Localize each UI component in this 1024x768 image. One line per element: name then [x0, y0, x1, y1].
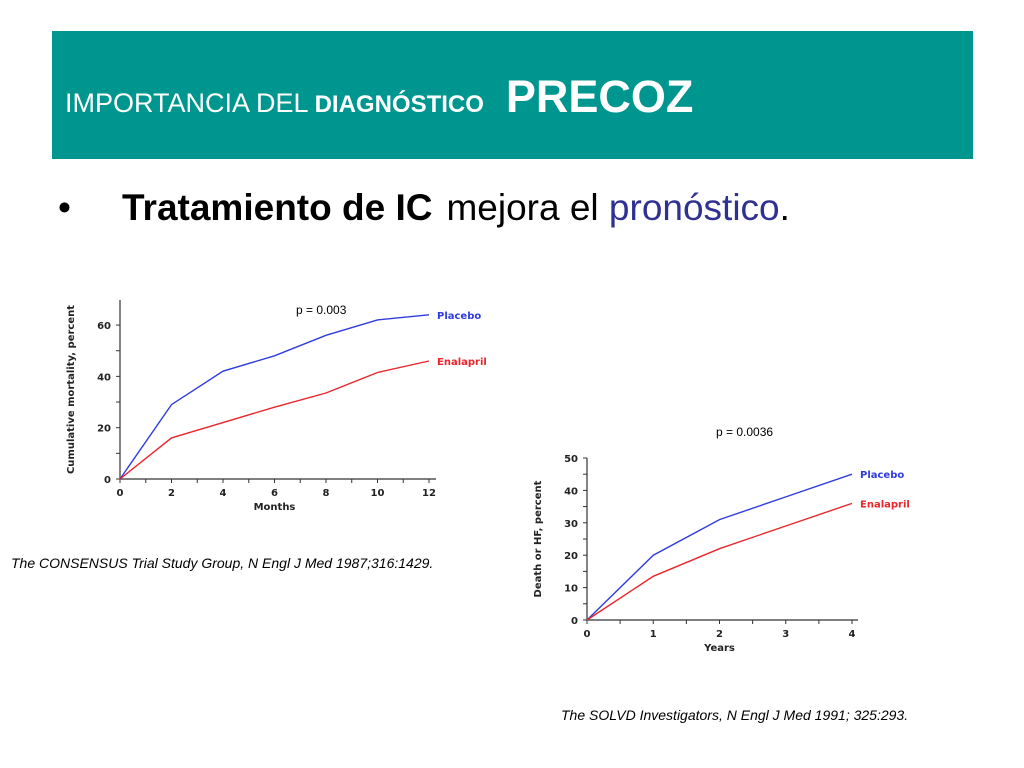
- title-part-3: PRECOZ: [505, 71, 694, 122]
- enalapril-series-line: [119, 360, 430, 480]
- x-tick-label: 1: [650, 629, 657, 640]
- y-axis-label: Death or HF, percent: [533, 480, 544, 597]
- title-bar: IMPORTANCIA DEL DIAGNÓSTICO PRECOZ: [52, 31, 973, 159]
- x-tick-label: 6: [271, 488, 278, 499]
- y-tick-label: 50: [564, 454, 578, 465]
- consensus-citation: The CONSENSUS Trial Study Group, N Engl …: [11, 555, 434, 571]
- bullet-point: • Tratamiento de IC mejora el pronóstico.: [58, 187, 790, 229]
- enalapril-legend-label: Enalapril: [860, 499, 910, 510]
- x-tick-label: 8: [323, 488, 330, 499]
- x-axis-label: Years: [703, 643, 735, 654]
- solvd-citation: The SOLVD Investigators, N Engl J Med 19…: [561, 707, 909, 723]
- bullet-highlight-text: pronóstico: [608, 187, 780, 228]
- bullet-bold-text: Tratamiento de IC: [122, 187, 433, 228]
- y-tick-label: 0: [104, 475, 111, 486]
- slide-title: IMPORTANCIA DEL DIAGNÓSTICO PRECOZ: [65, 71, 693, 123]
- placebo-legend-label: Placebo: [860, 470, 904, 481]
- placebo-series-line: [119, 314, 430, 480]
- consensus-p-value: p = 0.003: [296, 303, 347, 317]
- x-tick-label: 12: [422, 488, 436, 499]
- title-part-1: IMPORTANCIA DEL: [65, 88, 309, 118]
- bullet-normal-text: mejora el: [446, 187, 599, 228]
- title-part-2: DIAGNÓSTICO: [314, 91, 484, 118]
- y-tick-label: 60: [97, 321, 111, 332]
- x-tick-label: 3: [782, 629, 789, 640]
- x-tick-label: 2: [168, 488, 175, 499]
- y-tick-label: 40: [97, 372, 111, 383]
- y-tick-label: 0: [571, 616, 578, 627]
- x-tick-label: 4: [220, 488, 227, 499]
- enalapril-series-line: [586, 502, 853, 621]
- x-tick-label: 0: [117, 488, 124, 499]
- x-tick-label: 4: [849, 629, 856, 640]
- y-tick-label: 20: [97, 424, 111, 435]
- y-tick-label: 20: [564, 551, 578, 562]
- y-axis-label: Cumulative mortality, percent: [66, 305, 77, 474]
- bullet-end-text: .: [779, 187, 790, 228]
- placebo-legend-label: Placebo: [437, 311, 481, 322]
- x-tick-label: 10: [371, 488, 385, 499]
- x-tick-label: 0: [584, 629, 591, 640]
- y-tick-label: 10: [564, 584, 578, 595]
- placebo-series-line: [586, 473, 853, 621]
- y-tick-label: 30: [564, 519, 578, 530]
- x-tick-label: 2: [716, 629, 723, 640]
- x-axis-label: Months: [254, 502, 296, 513]
- solvd-p-value: p = 0.0036: [716, 425, 774, 439]
- bullet-symbol: •: [58, 187, 71, 228]
- enalapril-legend-label: Enalapril: [437, 357, 487, 368]
- y-tick-label: 40: [564, 486, 578, 497]
